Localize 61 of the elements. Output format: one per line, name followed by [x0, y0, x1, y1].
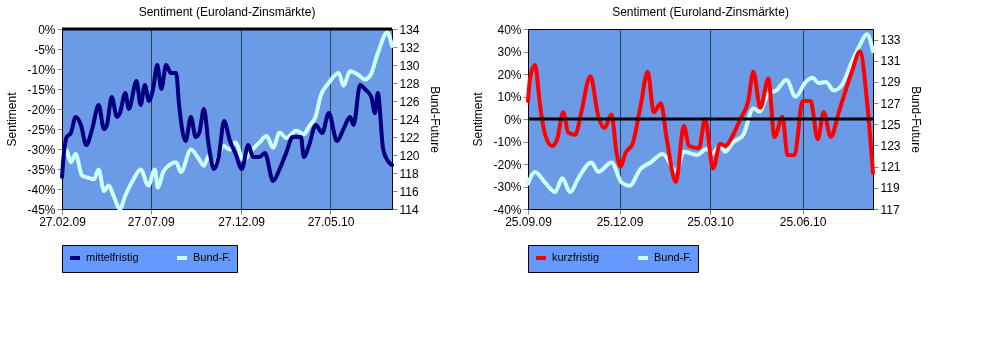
y-axis-title: Sentiment — [5, 91, 20, 147]
y2-tick-label: 129 — [880, 75, 901, 90]
x-tick-label: 27.05.10 — [307, 214, 355, 229]
y-tick-label: 0% — [504, 112, 522, 127]
y2-tick-label: 114 — [399, 202, 419, 217]
legend-label: Bund-F. — [654, 251, 692, 263]
y-tick-label: -40% — [27, 182, 56, 197]
y-tick-label: 30% — [497, 45, 522, 59]
y-tick-label: 20% — [497, 67, 522, 82]
x-tick-label: 27.02.09 — [39, 214, 87, 229]
y2-tick-label: 118 — [399, 166, 419, 181]
y-tick-label: -5% — [34, 42, 56, 57]
y-tick-label: -30% — [493, 180, 522, 194]
x-tick-label: 25.12.09 — [596, 214, 644, 229]
y2-tick-label: 130 — [399, 58, 420, 73]
y-tick-label: 0% — [38, 22, 56, 37]
y2-tick-label: 119 — [880, 181, 900, 196]
line-series — [60, 30, 394, 211]
y2-tick-label: 124 — [399, 112, 420, 127]
y2-tick-label: 128 — [399, 76, 420, 91]
x-tick-label: 27.12.09 — [218, 214, 266, 229]
y-tick-label: -20% — [27, 102, 56, 117]
y-tick-label: -15% — [27, 82, 56, 97]
y-tick-label: 10% — [497, 90, 522, 104]
y2-tick-label: 133 — [880, 33, 901, 48]
y-tick-label: -45% — [27, 202, 56, 217]
y2-axis-title: Bund-Future — [908, 86, 923, 154]
y2-tick-label: 127 — [880, 96, 901, 111]
y2-tick-label: 132 — [399, 40, 420, 55]
y-tick-label: -30% — [27, 142, 56, 157]
y-tick-label: -10% — [493, 135, 522, 149]
y2-tick-label: 123 — [880, 138, 901, 153]
legend-label: kurzfristig — [552, 251, 600, 263]
y2-tick-label: 120 — [399, 148, 420, 163]
line-series — [526, 32, 875, 195]
y2-tick-label: 131 — [880, 54, 901, 69]
x-tick-label: 27.07.09 — [127, 214, 175, 229]
y-tick-label: -20% — [493, 157, 522, 172]
y2-tick-label: 122 — [399, 130, 420, 145]
y-tick-label: 40% — [497, 22, 522, 37]
chart-title: Sentiment (Euroland-Zinsmärkte) — [138, 5, 316, 19]
line-series — [526, 49, 875, 184]
chart-title: Sentiment (Euroland-Zinsmärkte) — [612, 5, 789, 19]
y-tick-label: -40% — [493, 202, 522, 217]
y2-tick-label: 134 — [399, 22, 420, 37]
line-series — [60, 63, 394, 183]
y2-tick-label: 121 — [880, 160, 901, 175]
y2-tick-label: 116 — [399, 184, 419, 199]
legend-label: Bund-F. — [193, 251, 231, 263]
y-tick-label: -10% — [27, 62, 56, 77]
x-tick-label: 25.03.10 — [687, 214, 735, 229]
x-tick-label: 25.06.10 — [779, 214, 827, 229]
x-tick-label: 25.09.09 — [505, 214, 553, 229]
y-tick-label: -25% — [27, 122, 56, 137]
y2-tick-label: 117 — [880, 202, 900, 217]
y2-tick-label: 125 — [880, 117, 901, 132]
y2-axis-title: Bund-Future — [427, 86, 442, 154]
y-tick-label: -35% — [27, 162, 56, 177]
y-axis-title: Sentiment — [471, 91, 486, 147]
legend-label: mittelfristig — [86, 251, 139, 263]
y2-tick-label: 126 — [399, 94, 420, 109]
